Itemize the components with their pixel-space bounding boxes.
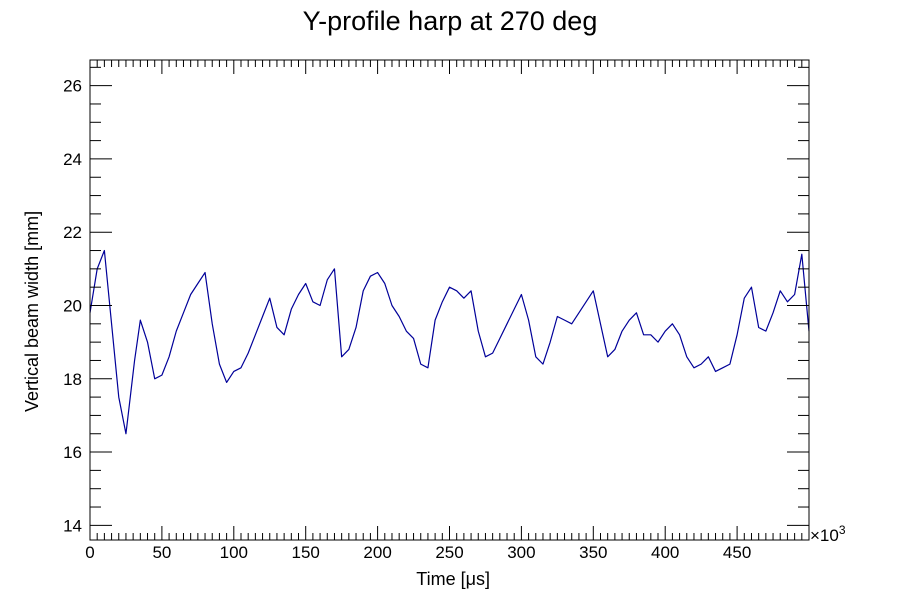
x-tick-label: 150 — [292, 543, 320, 562]
y-axis-title: Vertical beam width [mm] — [22, 211, 42, 412]
y-tick-label: 22 — [63, 223, 82, 242]
x-tick-label: 450 — [723, 543, 751, 562]
x-tick-label: 50 — [152, 543, 171, 562]
x-axis-multiplier: ×103 — [810, 523, 846, 545]
x-axis-title: Time [μs] — [416, 569, 490, 589]
x-tick-label: 400 — [651, 543, 679, 562]
y-tick-label: 24 — [63, 150, 82, 169]
y-tick-label: 18 — [63, 370, 82, 389]
y-tick-label: 26 — [63, 77, 82, 96]
plot-frame — [89, 59, 810, 541]
y-tick-label: 16 — [63, 443, 82, 462]
y-tick-label: 14 — [63, 516, 82, 535]
x-tick-label: 250 — [435, 543, 463, 562]
x-tick-label: 200 — [363, 543, 391, 562]
chart-title: Y-profile harp at 270 deg — [303, 6, 598, 36]
x-tick-label: 350 — [579, 543, 607, 562]
x-tick-label: 100 — [220, 543, 248, 562]
x-tick-label: 300 — [507, 543, 535, 562]
plot-area — [89, 249, 810, 435]
y-axis: 14 16 18 20 22 24 26 — [63, 66, 809, 535]
x-tick-label: 0 — [85, 543, 94, 562]
data-series-line — [89, 249, 810, 435]
x-axis-multiplier-exponent: 3 — [839, 523, 846, 537]
y-tick-label: 20 — [63, 296, 82, 315]
x-axis: 0 50 100 150 200 250 300 350 400 450 — [85, 60, 803, 562]
